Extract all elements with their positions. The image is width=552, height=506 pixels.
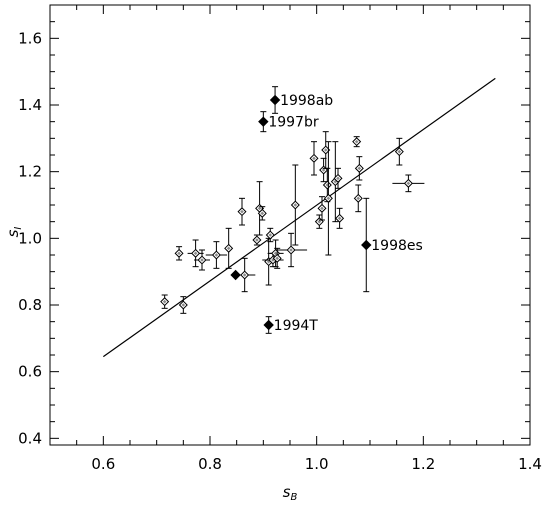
data-point-open — [333, 167, 343, 189]
data-point-open — [160, 294, 170, 309]
data-point-open — [319, 157, 329, 183]
data-point-open — [252, 234, 262, 246]
x-axis-label-sub: B — [290, 492, 297, 503]
data-points — [160, 86, 425, 334]
x-tick-label: 1.4 — [518, 455, 542, 473]
plot-frame — [49, 4, 531, 446]
data-point-open — [174, 246, 184, 261]
data-point-open — [257, 206, 267, 221]
data-point-open — [265, 227, 275, 243]
data-point-open — [317, 196, 327, 221]
x-axis-label-main: s — [283, 483, 291, 501]
data-point-open — [354, 156, 364, 181]
y-axis-label-main: s — [4, 229, 22, 237]
y-axis-label: sI — [4, 227, 24, 238]
y-tick-label: 1.6 — [18, 29, 42, 47]
data-point-open — [290, 164, 300, 246]
data-point-open — [275, 232, 308, 268]
data-point-open — [323, 141, 333, 256]
data-point-open — [352, 136, 362, 148]
x-axis-label: sB — [283, 483, 298, 503]
axis-tick-labels: 0.6 0.8 1.0 1.2 1.4 0.4 0.6 0.8 1.0 1.2 1.4 1.6 — [18, 29, 542, 473]
data-point-filled — [263, 316, 274, 334]
point-annotations: 1998ab 1997br 1998es 1994T — [268, 93, 422, 334]
data-point-open — [194, 249, 210, 271]
y-tick-label: 0.6 — [18, 363, 42, 381]
data-point-open — [392, 174, 425, 193]
y-tick-label: 1.0 — [18, 229, 42, 247]
fit-line — [102, 77, 496, 358]
data-point-filled — [258, 111, 269, 133]
data-point-open — [272, 247, 282, 269]
y-tick-label: 0.4 — [18, 429, 42, 447]
data-point-open — [335, 207, 345, 229]
data-point-filled — [269, 86, 281, 114]
y-tick-label: 0.8 — [18, 296, 42, 314]
data-point-open — [205, 241, 228, 269]
data-point-open — [187, 239, 204, 268]
x-tick-label: 1.0 — [305, 455, 329, 473]
data-point-open — [309, 141, 319, 176]
point-label: 1994T — [274, 318, 319, 334]
data-point-open — [262, 252, 284, 268]
data-point-filled — [230, 269, 241, 281]
data-point-open — [237, 197, 247, 226]
data-point-open — [178, 296, 188, 314]
point-label: 1998es — [371, 238, 423, 254]
point-label: 1997br — [268, 115, 319, 131]
y-tick-label: 1.2 — [18, 163, 42, 181]
data-point-open — [353, 184, 363, 213]
x-tick-label: 1.2 — [411, 455, 435, 473]
point-label: 1998ab — [280, 93, 333, 109]
x-tick-label: 0.6 — [91, 455, 115, 473]
data-point-filled — [361, 197, 372, 293]
x-tick-label: 0.8 — [198, 455, 222, 473]
data-point-open — [394, 137, 404, 166]
y-axis-label-sub: I — [13, 227, 24, 230]
y-tick-label: 1.4 — [18, 96, 42, 114]
axis-ticks — [50, 5, 531, 445]
data-point-open — [224, 227, 234, 269]
